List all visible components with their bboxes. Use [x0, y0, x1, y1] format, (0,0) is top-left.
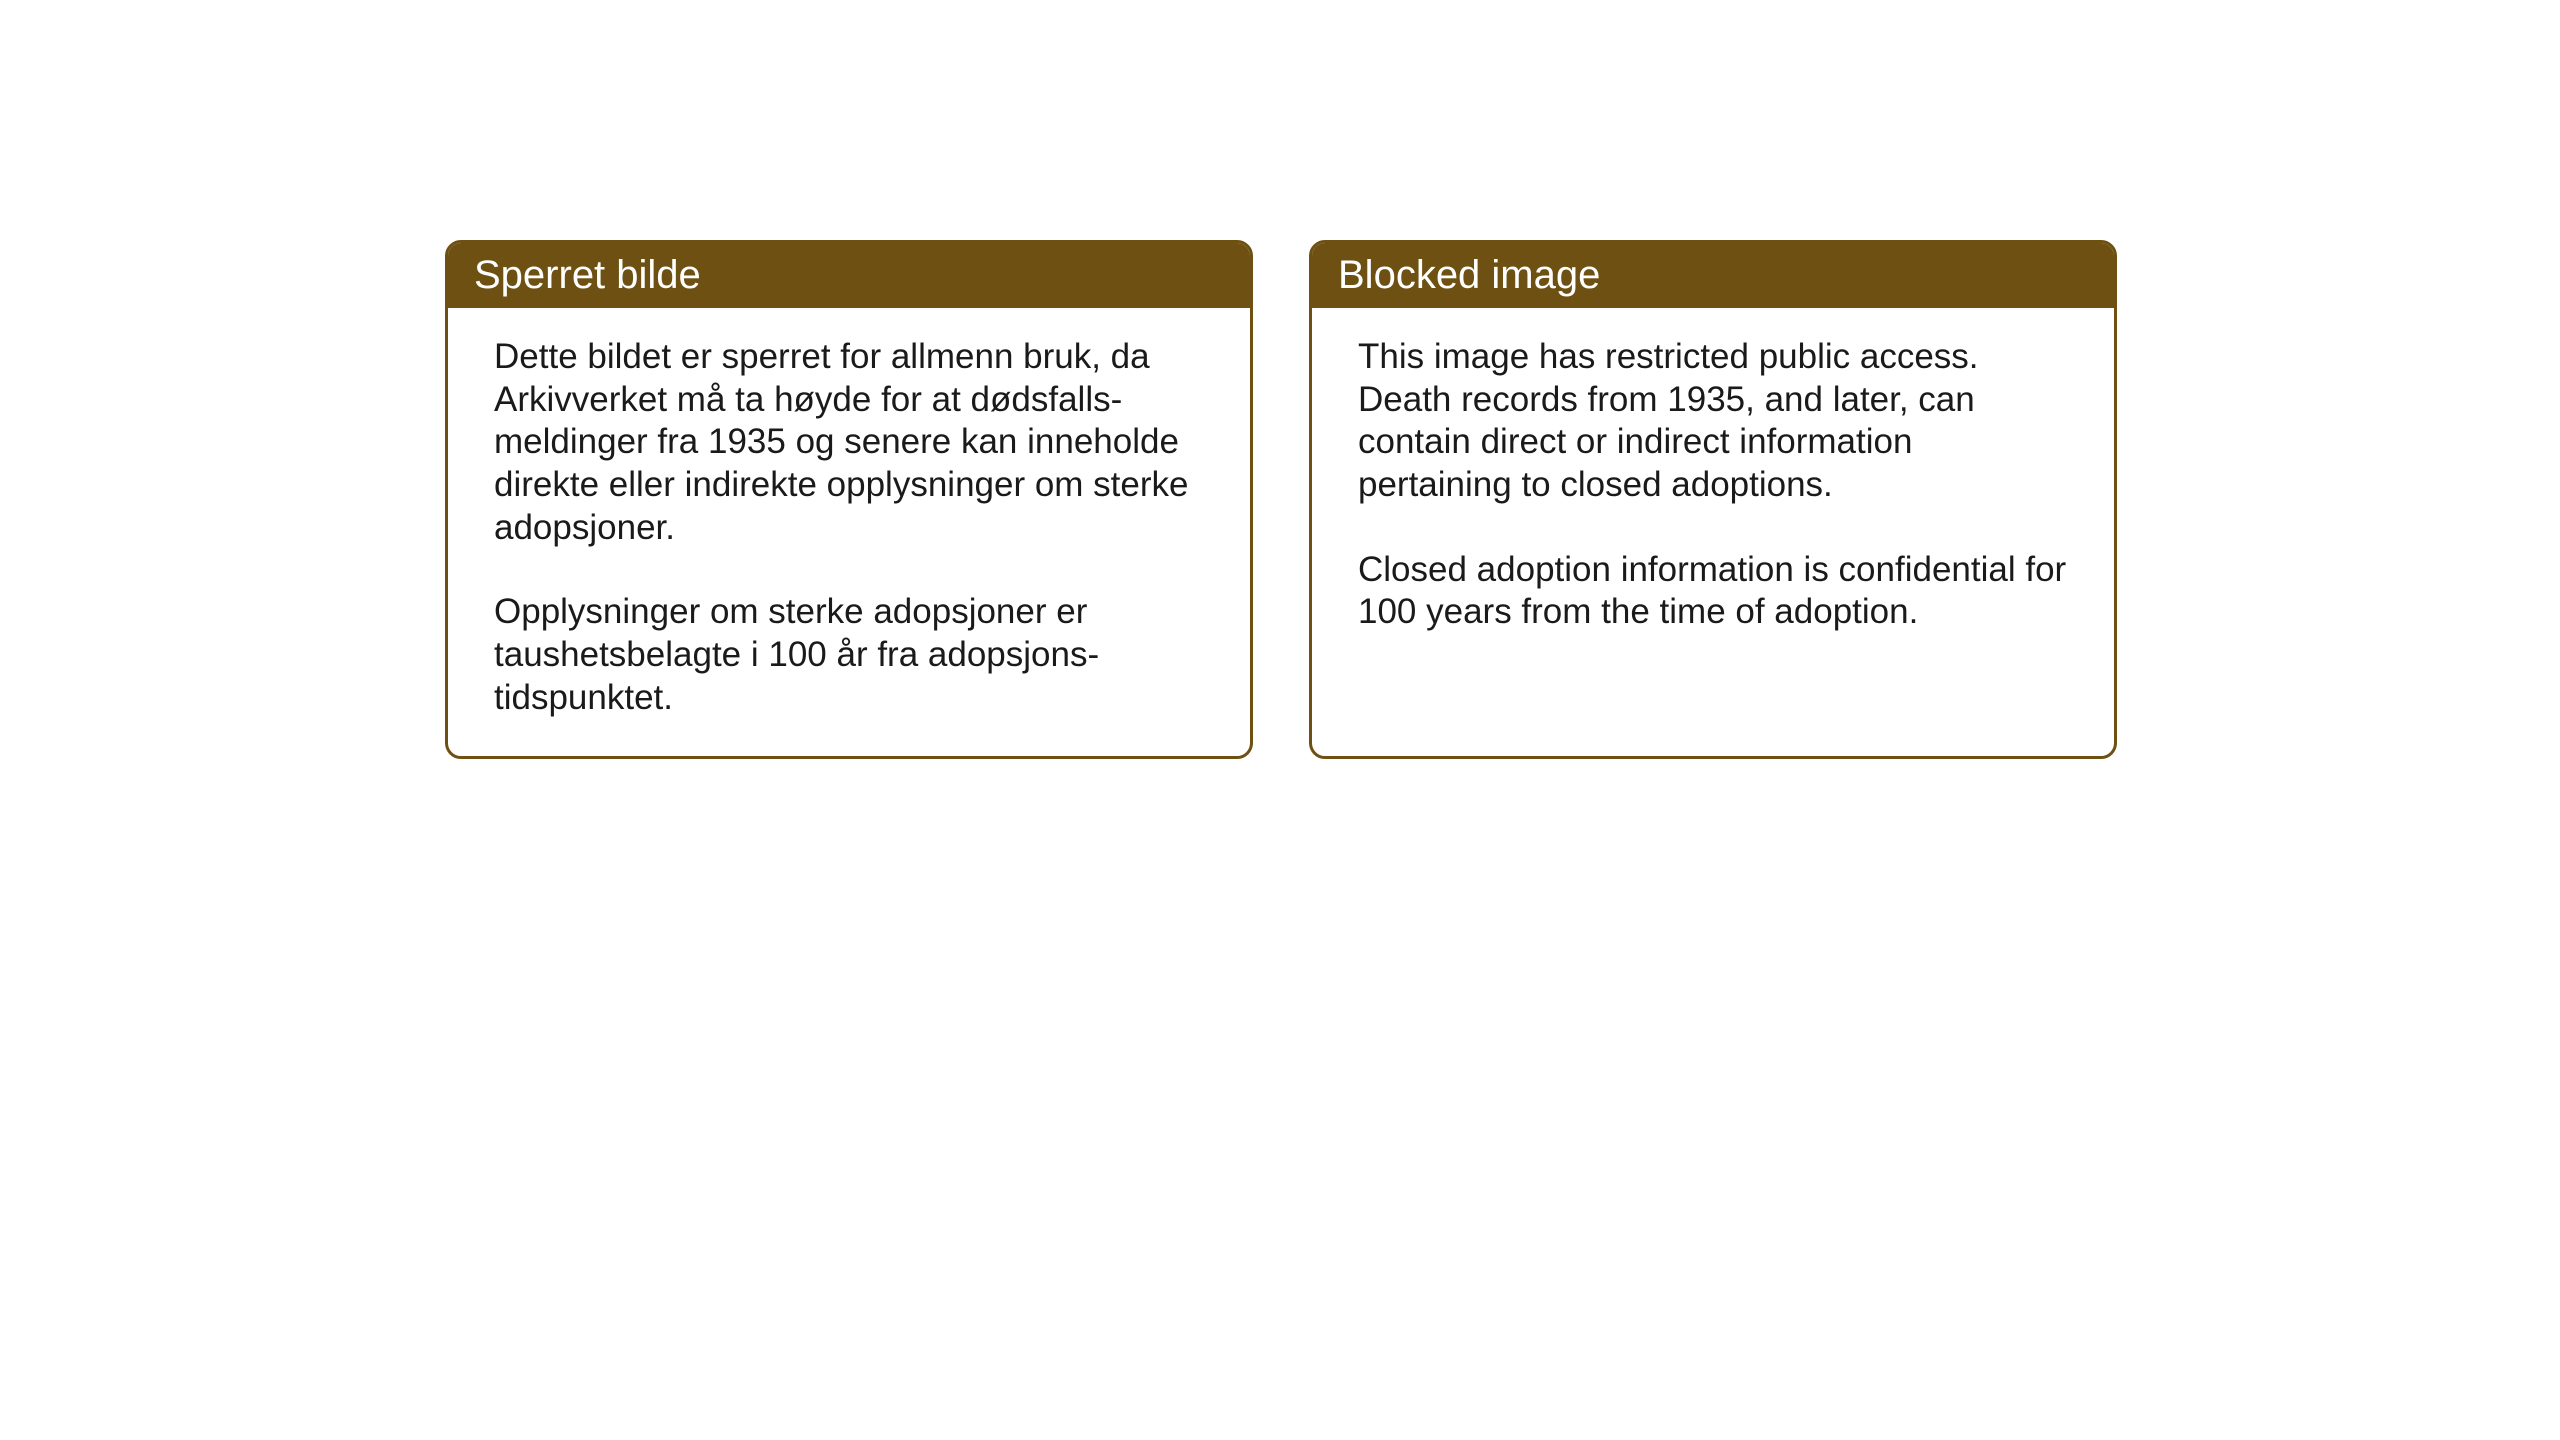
- english-paragraph-1: This image has restricted public access.…: [1358, 336, 2068, 507]
- norwegian-paragraph-2: Opplysninger om sterke adopsjoner er tau…: [494, 591, 1204, 719]
- norwegian-paragraph-1: Dette bildet er sperret for allmenn bruk…: [494, 336, 1204, 549]
- norwegian-card-title: Sperret bilde: [448, 243, 1250, 308]
- notice-container: Sperret bilde Dette bildet er sperret fo…: [445, 240, 2117, 759]
- norwegian-card-body: Dette bildet er sperret for allmenn bruk…: [448, 308, 1250, 756]
- english-card-body: This image has restricted public access.…: [1312, 308, 2114, 748]
- english-notice-card: Blocked image This image has restricted …: [1309, 240, 2117, 759]
- norwegian-notice-card: Sperret bilde Dette bildet er sperret fo…: [445, 240, 1253, 759]
- english-card-title: Blocked image: [1312, 243, 2114, 308]
- english-paragraph-2: Closed adoption information is confident…: [1358, 549, 2068, 634]
